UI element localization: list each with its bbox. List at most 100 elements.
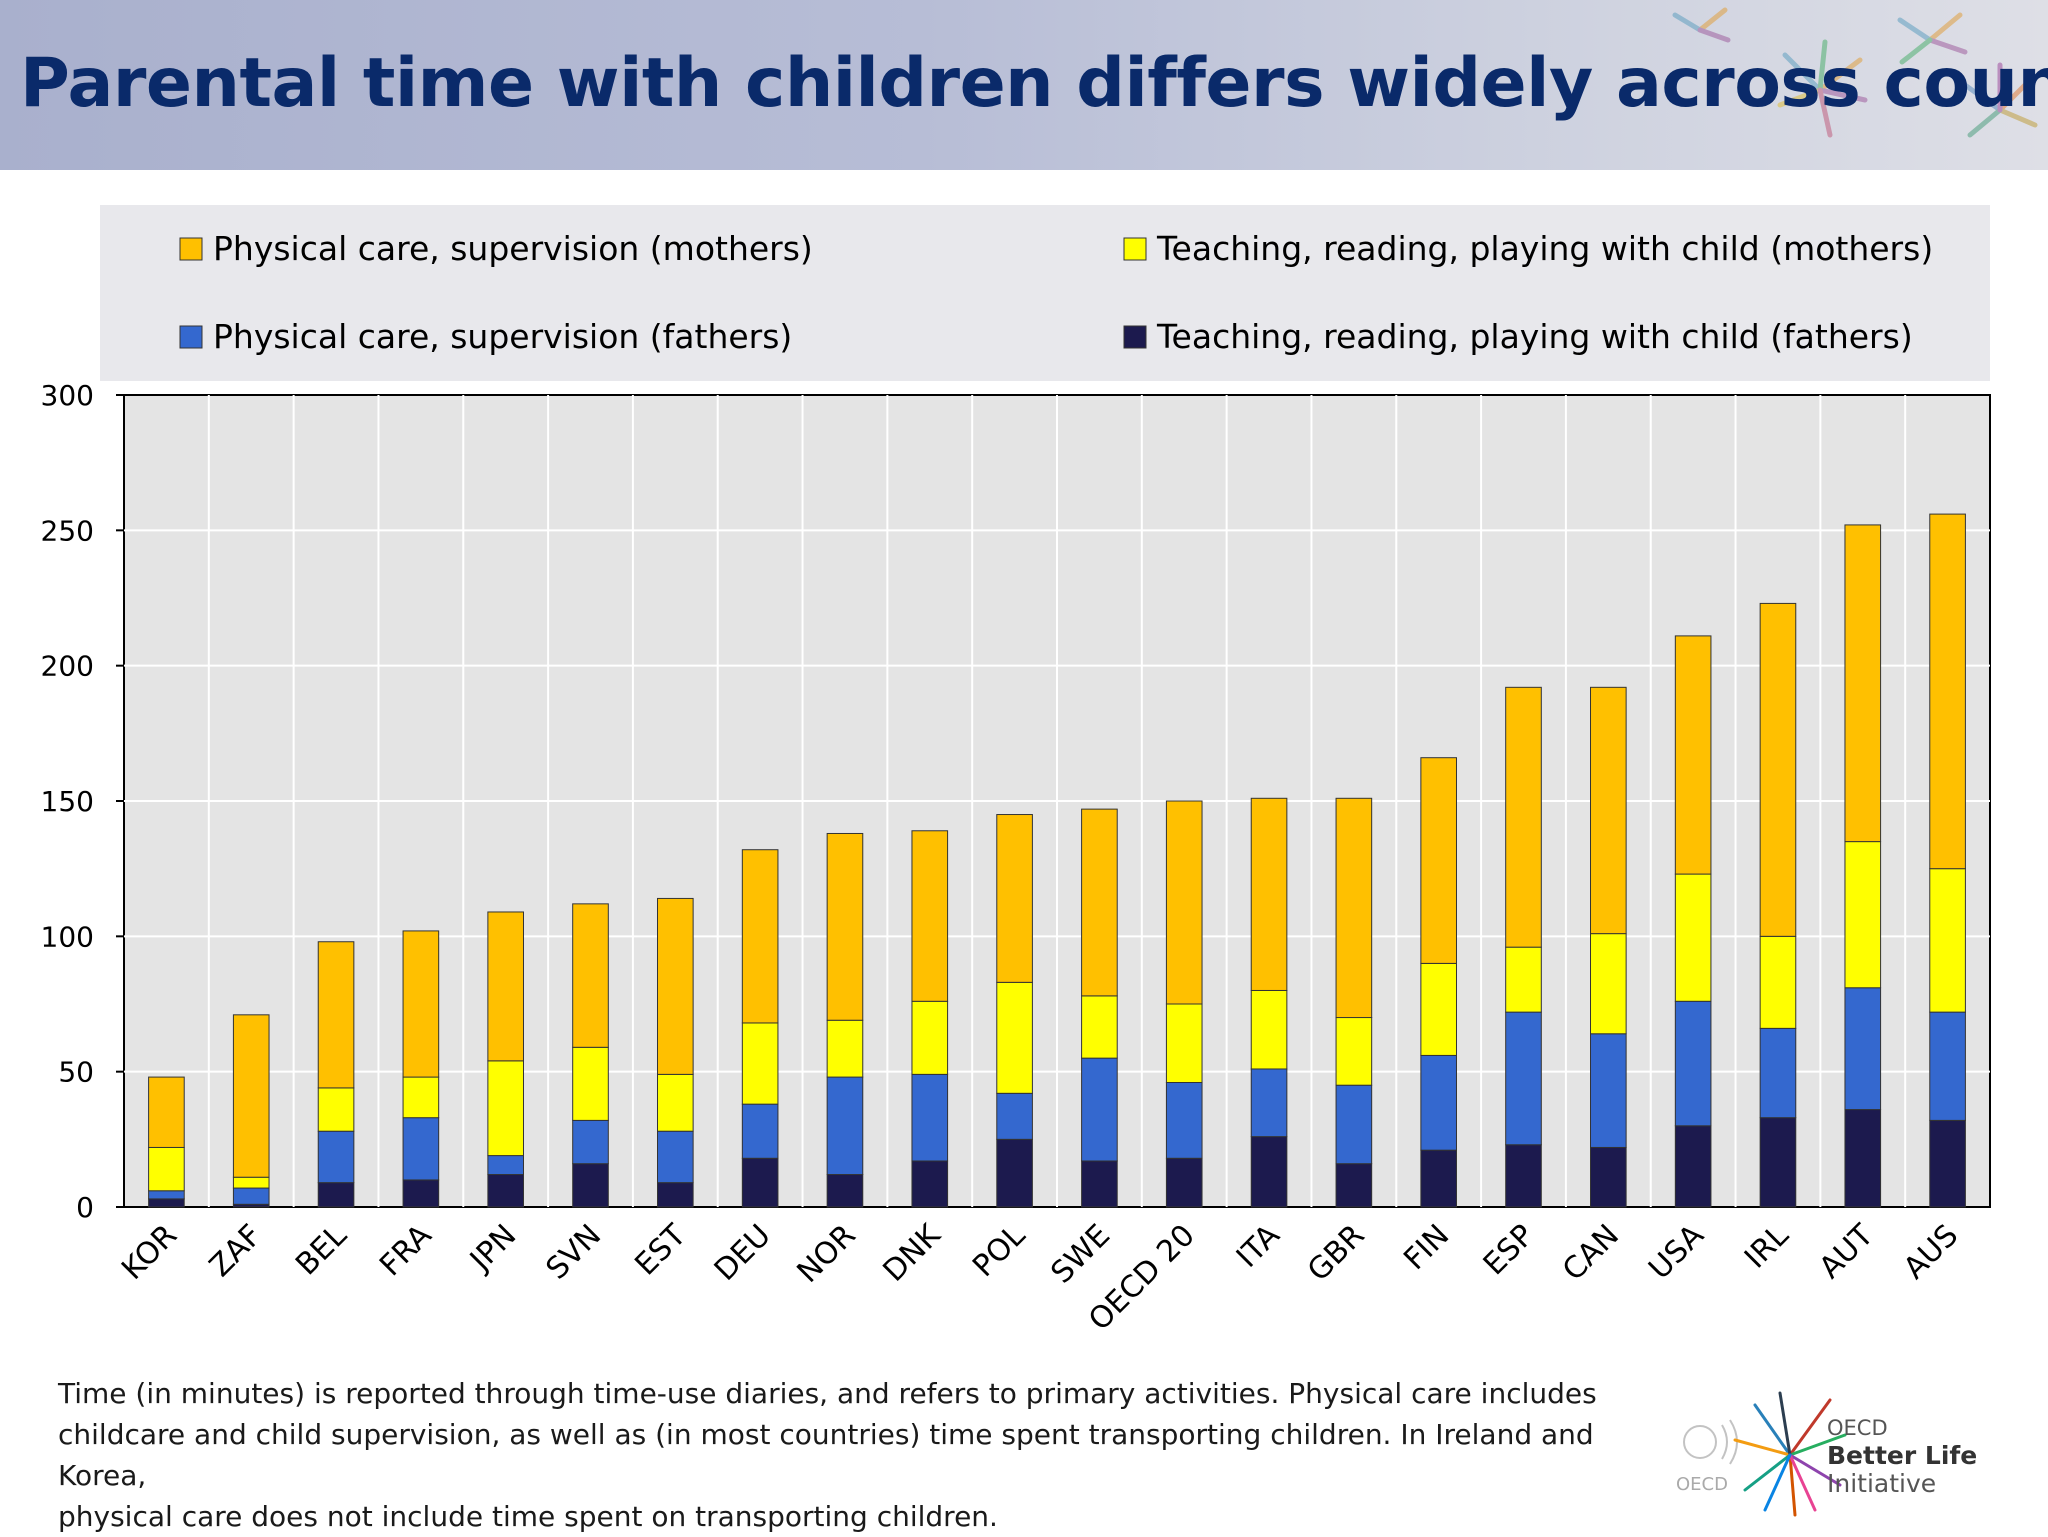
x-tick-label: POL [966,1218,1032,1284]
bar-segment-0-11 [1081,1160,1118,1208]
y-axis: 0 50 100 150 200 250 300 [41,379,124,1224]
bar-segment-2-7 [741,1022,779,1105]
footnote-line: Time (in minutes) is reported through ti… [58,1377,1597,1410]
logo-line-2: Better Life [1827,1441,1978,1470]
x-tick-label: SWE [1044,1218,1117,1291]
bar-segment-1-9 [911,1073,949,1162]
bar-segment-1-3 [402,1117,440,1181]
bar-segment-2-12 [1165,1003,1203,1083]
y-tick-label: 100 [41,920,94,953]
bar-segment-0-20 [1844,1109,1882,1208]
x-tick-label: FRA [373,1218,439,1284]
bar-segment-1-7 [741,1103,779,1159]
bar-segment-1-21 [1929,1011,1966,1121]
legend-label: Teaching, reading, playing with child (f… [1156,317,1913,356]
legend-background [100,205,1990,381]
x-tick-label: NOR [791,1218,863,1290]
footnote: Time (in minutes) is reported through ti… [58,1373,1678,1537]
bar-segment-0-3 [402,1179,440,1208]
bar-segment-0-19 [1759,1117,1797,1208]
bar-segment-0-6 [657,1182,694,1208]
legend-swatch [179,325,203,349]
bar-segment-0-10 [996,1138,1033,1208]
bar-segment-2-3 [402,1076,440,1119]
bar-segment-2-1 [232,1176,270,1189]
bar-segment-0-7 [741,1157,779,1208]
x-tick-label: CAN [1556,1218,1626,1288]
bar-segment-1-8 [826,1076,864,1176]
bar-segment-0-17 [1590,1146,1627,1208]
bar-segment-0-14 [1335,1163,1373,1208]
bar-segment-2-16 [1505,946,1542,1013]
bar-segment-0-0 [148,1198,185,1208]
bar-segment-2-2 [317,1087,355,1132]
bar-segment-2-8 [826,1019,864,1078]
bar-segment-1-0 [148,1190,185,1200]
bar-segment-3-18 [1674,635,1712,875]
bar-segment-3-2 [317,941,355,1089]
bar-segment-0-8 [826,1174,864,1208]
bar-segment-3-17 [1590,686,1627,935]
bar-segment-2-11 [1081,995,1118,1059]
bar-segment-0-4 [487,1174,524,1208]
bar-segment-1-1 [232,1187,270,1205]
bar-segment-3-10 [996,814,1033,983]
chart-legend: Physical care, supervision (mothers) Teac… [179,229,1933,356]
bar-segment-1-17 [1590,1033,1627,1148]
bar-segment-0-15 [1420,1149,1457,1208]
x-tick-label: ITA [1230,1218,1287,1275]
x-tick-label: FIN [1397,1218,1456,1277]
bar-segment-0-13 [1250,1136,1288,1208]
bar-segment-2-17 [1590,933,1627,1035]
bar-segment-3-5 [572,903,609,1048]
stacked-bar-chart: Physical care, supervision (mothers) Teac… [41,205,1991,1338]
bar-segment-1-15 [1420,1054,1457,1151]
bar-segment-1-6 [657,1130,694,1184]
legend-swatch [1123,237,1147,261]
bar-segment-3-16 [1505,686,1542,948]
bar-segment-2-9 [911,1000,949,1075]
bar-segment-1-16 [1505,1011,1542,1146]
bar-segment-3-20 [1844,524,1882,843]
x-tick-label: USA [1642,1218,1711,1287]
bar-segment-3-6 [657,897,694,1075]
x-tick-label: DEU [708,1218,778,1288]
legend-swatch [179,237,203,261]
bar-segment-0-16 [1505,1144,1542,1208]
bar-segment-3-1 [232,1014,270,1178]
bar-segment-2-13 [1250,989,1288,1070]
bar-segment-0-2 [317,1182,355,1208]
flower-decoration-icon [1672,7,2038,138]
y-tick-label: 150 [41,785,94,818]
bar-segment-2-14 [1335,1017,1373,1086]
bar-segment-1-18 [1674,1000,1712,1127]
logo-text: OECD Better Life Initiative [1827,1414,1977,1498]
bar-segment-2-20 [1844,841,1882,989]
x-tick-label: GBR [1301,1218,1371,1288]
x-tick-label: EST [628,1217,693,1282]
bar-segment-0-18 [1674,1125,1712,1208]
bar-segment-2-5 [572,1046,609,1121]
bar-segment-2-19 [1759,935,1797,1029]
bar-segment-3-14 [1335,797,1373,1019]
bar-segment-1-4 [487,1155,524,1176]
bar-segment-3-9 [911,830,949,1002]
bar-segment-1-14 [1335,1084,1373,1165]
y-tick-label: 0 [76,1191,94,1224]
bar-segment-1-12 [1165,1081,1203,1159]
bar-segment-0-9 [911,1160,949,1208]
oecd-org-label: OECD [1676,1474,1728,1495]
bar-segment-3-4 [487,911,524,1062]
bar-segment-1-10 [996,1092,1033,1140]
y-tick-label: 300 [41,379,94,412]
legend-swatch [1123,325,1147,349]
legend-label: Teaching, reading, playing with child (m… [1156,229,1933,268]
x-tick-label: AUS [1897,1218,1965,1286]
bar-segment-1-11 [1081,1057,1118,1162]
bar-segment-2-18 [1674,873,1712,1002]
y-tick-label: 200 [41,650,94,683]
bar-segment-1-19 [1759,1027,1797,1119]
footnote-line: physical care does not include time spen… [58,1500,998,1533]
x-tick-label: SVN [540,1218,609,1287]
y-tick-label: 50 [58,1056,94,1089]
